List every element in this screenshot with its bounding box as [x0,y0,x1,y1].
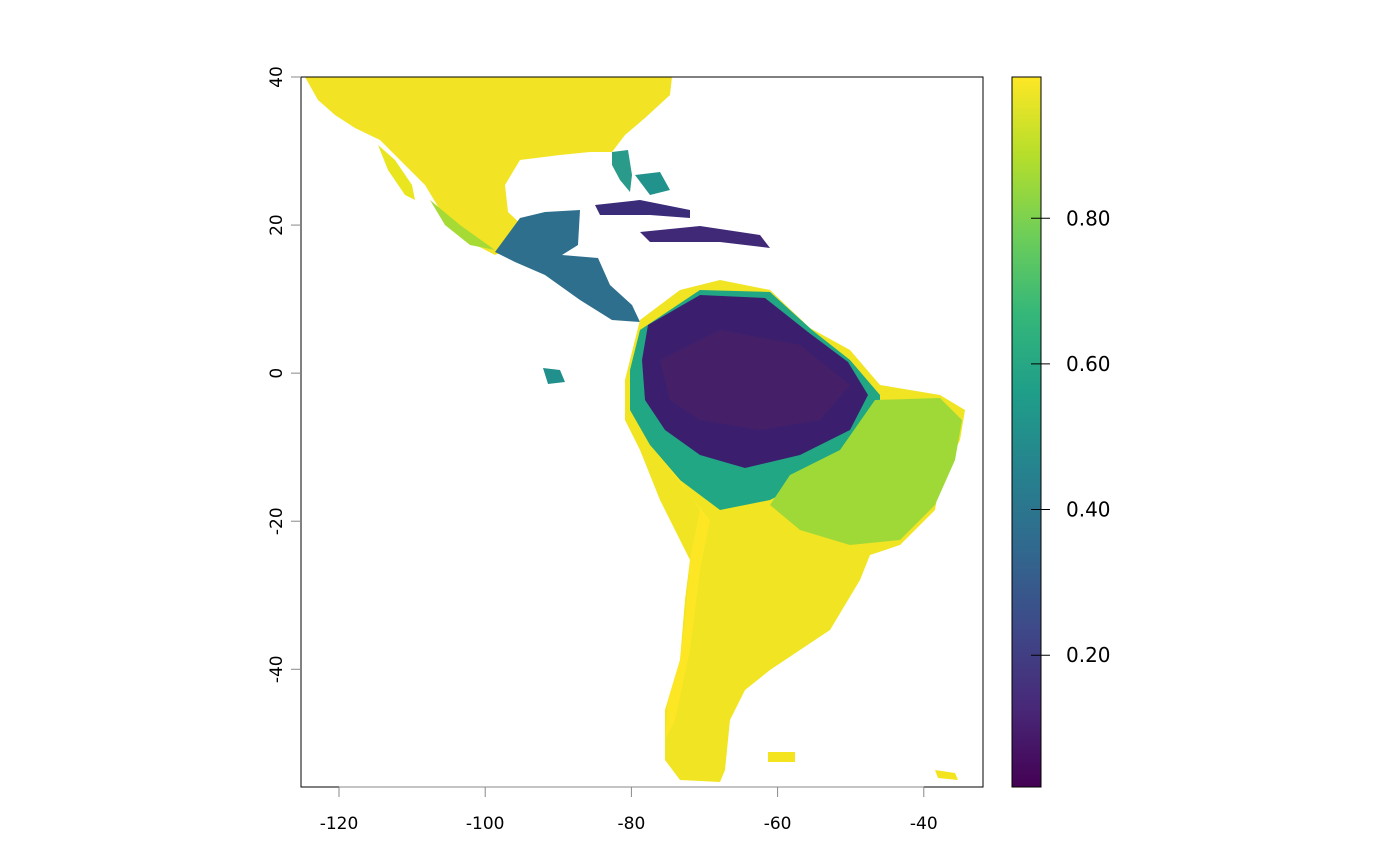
y-tick-label: 0 [267,368,287,379]
colorbar-tick-label: 0.40 [1066,498,1111,522]
land-northeast [770,398,962,545]
land-falklands [768,752,795,762]
land-caribbean [595,200,690,218]
land-north [305,77,672,255]
land-baja [378,145,415,200]
x-tick-label: -80 [618,814,646,834]
land-florida [612,150,632,192]
y-tick-label: -40 [267,655,287,683]
land-bahamas [635,172,670,195]
land-andes [650,445,710,740]
y-tick-label: -20 [267,507,287,535]
colorbar-tick-label: 0.80 [1066,206,1111,230]
y-tick-label: 40 [267,66,287,88]
x-tick-label: -60 [764,814,792,834]
colorbar-tick-label: 0.60 [1066,352,1111,376]
land-amazon-core [660,330,850,430]
land-caribbean-2 [640,226,770,248]
x-tick-label: -40 [910,814,938,834]
x-tick-label: -120 [320,814,359,834]
land-south-georgia [935,770,958,780]
y-tick-label: 20 [267,214,287,236]
land-central-america [495,210,640,322]
colorbar [1011,76,1042,788]
x-tick-label: -100 [466,814,505,834]
land-galapagos [543,368,565,384]
land [305,77,965,782]
colorbar-tick-label: 0.20 [1066,643,1111,667]
